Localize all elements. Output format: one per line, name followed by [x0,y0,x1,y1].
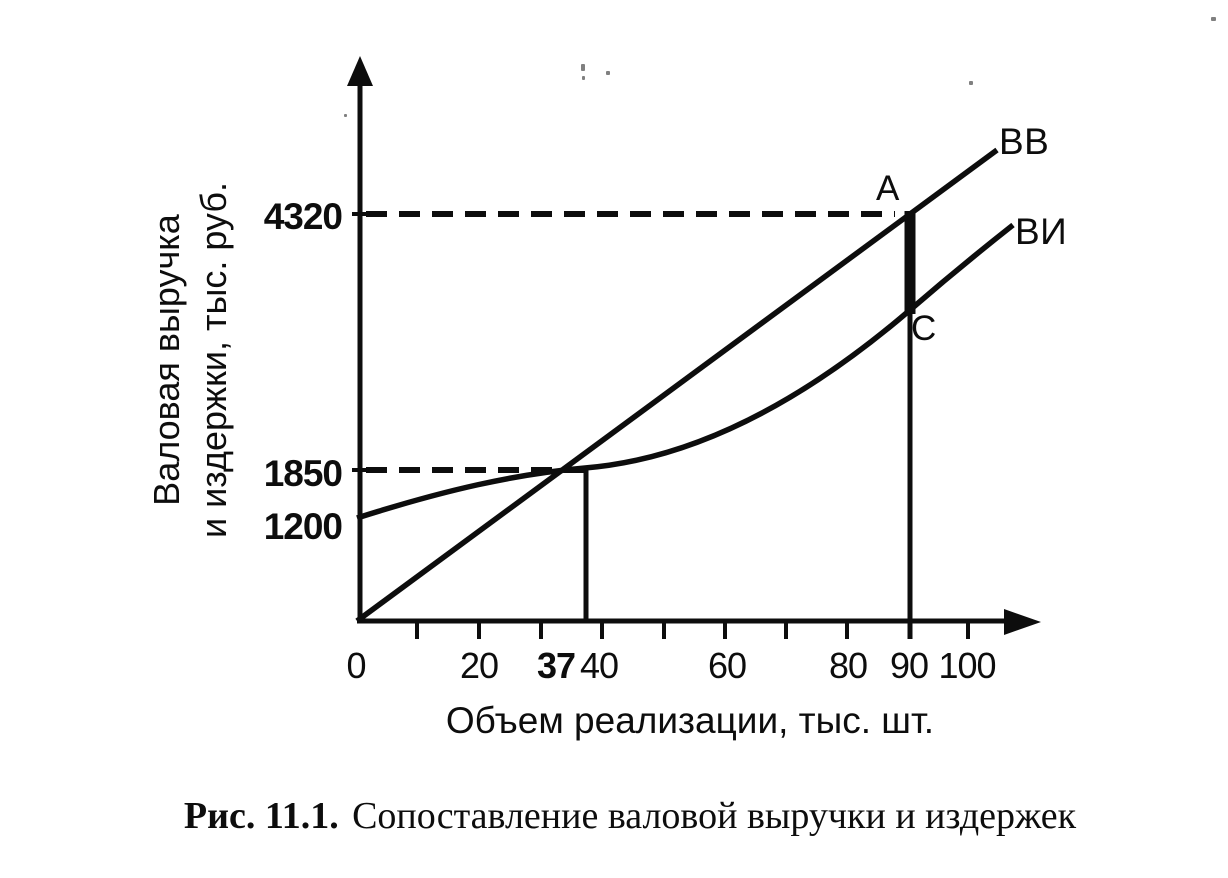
x-tick-label-80: 80 [828,645,868,686]
y-axis-ticks [352,212,375,472]
x-axis-arrow-icon [1004,609,1041,635]
x-tick-label-100: 100 [938,645,996,686]
x-tick-label-20: 20 [459,645,499,686]
x-axis-title: Объем реализации, тыс. шт. [445,700,935,741]
scan-artifact [581,64,585,71]
cost-curve-label: ВИ [1015,211,1068,252]
scan-artifact [606,71,610,75]
scan-artifact [344,114,347,117]
scan-artifact [969,81,973,85]
y-axis-title: Валовая выручка и издержки, тыс. руб. [143,182,237,538]
y-tick-label-1850: 1850 [263,453,343,494]
scan-artifact [582,76,585,80]
scan-artifact [1211,17,1216,21]
y-axis-arrow-icon [347,56,373,86]
y-axis-title-line1: Валовая выручка [146,214,187,506]
x-tick-label-90: 90 [889,645,929,686]
y-axis-title-line2: и издержки, тыс. руб. [193,182,234,538]
cost-curve [356,222,1015,521]
x-tick-label-60: 60 [707,645,747,686]
x-tick-label-0: 0 [346,645,366,686]
revenue-line [355,147,999,624]
point-a-label: А [876,169,900,208]
figure-caption-number: Рис. 11.1. [183,795,339,837]
figure-caption-text: Сопоставление валовой выручки и издержек [352,795,1077,837]
x-tick-label-40: 40 [579,645,619,686]
x-axis-ticks [415,621,970,639]
figure-caption: Рис. 11.1. Сопоставление валовой выручки … [30,791,1228,841]
y-tick-label-1200: 1200 [263,506,343,547]
revenue-line-label: ВВ [999,121,1050,162]
point-c-label: С [911,309,937,348]
y-tick-label-4320: 4320 [263,196,343,237]
x-tick-label-37: 37 [536,645,576,686]
